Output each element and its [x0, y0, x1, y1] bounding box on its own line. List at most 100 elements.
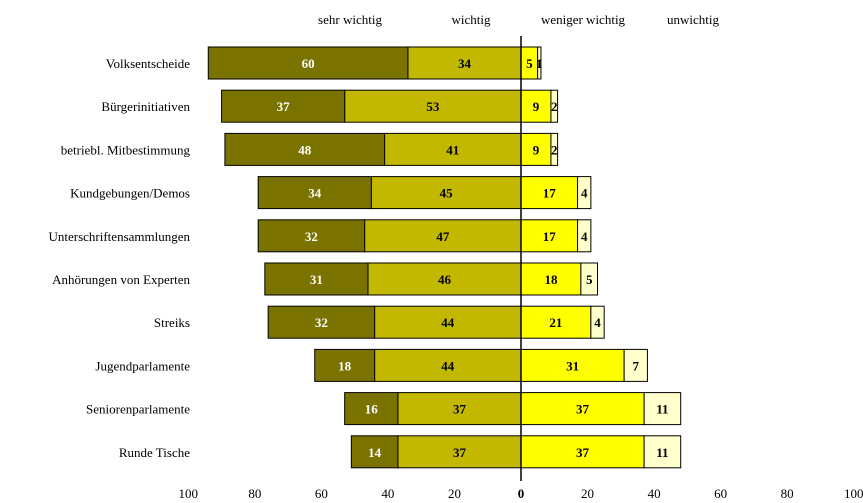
data-label-unwichtig-kundgebungen-demos: 4 [581, 186, 588, 201]
bar-wichtig-volksentscheide [407, 46, 522, 80]
x-tick-label: 20 [581, 486, 594, 501]
x-tick-label: 100 [179, 486, 199, 501]
bar-wichtig-jugendparlamente [374, 348, 522, 382]
bar-sehr-wichtig-jugendparlamente [314, 348, 376, 382]
category-label-runde-tische: Runde Tische [119, 445, 190, 460]
bar-unwichtig-volksentscheide [537, 46, 542, 80]
data-label-weniger-wichtig-jugendparlamente: 31 [566, 358, 579, 373]
data-label-wichtig-kundgebungen-demos: 45 [440, 186, 454, 201]
bar-wichtig-unterschriftensammlungen [364, 219, 522, 253]
bar-sehr-wichtig-seniorenparlamente [344, 392, 399, 426]
category-label-unterschriftensammlungen: Unterschriftensammlungen [48, 229, 190, 244]
bar-wichtig-kundgebungen-demos [370, 176, 522, 210]
data-label-sehr-wichtig-betriebl-mitbestimmung: 48 [298, 142, 312, 157]
data-label-unwichtig-unterschriftensammlungen: 4 [581, 229, 588, 244]
data-label-wichtig-seniorenparlamente: 37 [453, 402, 467, 417]
data-label-unwichtig-anhorungen-von-experten: 5 [586, 272, 593, 287]
bar-weniger-wichtig-anhorungen-von-experten [520, 262, 582, 296]
bar-unwichtig-streiks [590, 305, 605, 339]
data-label-sehr-wichtig-streiks: 32 [315, 315, 328, 330]
x-tick-label: 80 [248, 486, 261, 501]
x-tick-label: 40 [648, 486, 661, 501]
bar-unwichtig-betriebl-mitbestimmung [550, 132, 559, 166]
bar-wichtig-betriebl-mitbestimmung [384, 132, 522, 166]
bar-wichtig-seniorenparlamente [397, 392, 522, 426]
data-label-unwichtig-seniorenparlamente: 11 [656, 402, 668, 417]
data-label-weniger-wichtig-seniorenparlamente: 37 [576, 402, 590, 417]
data-label-weniger-wichtig-unterschriftensammlungen: 17 [543, 229, 557, 244]
data-label-weniger-wichtig-kundgebungen-demos: 17 [543, 186, 557, 201]
bar-unwichtig-unterschriftensammlungen [577, 219, 592, 253]
x-tick-label: 100 [844, 486, 863, 501]
data-label-unwichtig-burgerinitiativen: 2 [551, 99, 558, 114]
bar-wichtig-streiks [374, 305, 522, 339]
category-label-seniorenparlamente: Seniorenparlamente [86, 402, 190, 417]
bar-sehr-wichtig-unterschriftensammlungen [257, 219, 366, 253]
bar-weniger-wichtig-burgerinitiativen [520, 89, 552, 123]
bar-weniger-wichtig-seniorenparlamente [520, 392, 645, 426]
bar-sehr-wichtig-burgerinitiativen [221, 89, 346, 123]
data-label-wichtig-volksentscheide: 34 [458, 56, 472, 71]
category-label-jugendparlamente: Jugendparlamente [95, 358, 190, 373]
bar-sehr-wichtig-runde-tische [350, 435, 399, 469]
data-label-wichtig-betriebl-mitbestimmung: 41 [446, 142, 459, 157]
category-label-betriebl-mitbestimmung: betriebl. Mitbestimmung [61, 142, 191, 157]
data-label-weniger-wichtig-volksentscheide: 5 [526, 56, 533, 71]
bar-weniger-wichtig-betriebl-mitbestimmung [520, 132, 552, 166]
bar-sehr-wichtig-volksentscheide [207, 46, 409, 80]
data-label-unwichtig-volksentscheide: 1 [536, 56, 543, 71]
data-label-wichtig-streiks: 44 [441, 315, 455, 330]
legend-weniger-wichtig: weniger wichtig [541, 12, 626, 27]
data-label-wichtig-jugendparlamente: 44 [441, 358, 455, 373]
data-label-weniger-wichtig-anhorungen-von-experten: 18 [544, 272, 558, 287]
data-label-weniger-wichtig-streiks: 21 [549, 315, 562, 330]
bar-sehr-wichtig-betriebl-mitbestimmung [224, 132, 386, 166]
data-label-wichtig-runde-tische: 37 [453, 445, 467, 460]
data-label-sehr-wichtig-runde-tische: 14 [368, 445, 382, 460]
x-tick-label: 0 [518, 486, 525, 501]
x-tick-label: 60 [714, 486, 727, 501]
x-tick-label: 60 [315, 486, 328, 501]
data-label-sehr-wichtig-anhorungen-von-experten: 31 [310, 272, 323, 287]
bar-weniger-wichtig-unterschriftensammlungen [520, 219, 579, 253]
data-label-sehr-wichtig-volksentscheide: 60 [302, 56, 315, 71]
x-tick-label: 80 [781, 486, 794, 501]
data-label-unwichtig-streiks: 4 [594, 315, 601, 330]
data-label-sehr-wichtig-seniorenparlamente: 16 [365, 402, 379, 417]
data-label-sehr-wichtig-unterschriftensammlungen: 32 [305, 229, 318, 244]
legend-unwichtig: unwichtig [667, 12, 719, 27]
bar-sehr-wichtig-kundgebungen-demos [257, 176, 372, 210]
legend-sehr-wichtig: sehr wichtig [318, 12, 382, 27]
data-label-unwichtig-jugendparlamente: 7 [633, 358, 640, 373]
data-label-unwichtig-betriebl-mitbestimmung: 2 [551, 142, 558, 157]
bar-sehr-wichtig-anhorungen-von-experten [264, 262, 369, 296]
category-label-burgerinitiativen: Bürgerinitiativen [101, 99, 190, 114]
bar-weniger-wichtig-kundgebungen-demos [520, 176, 579, 210]
bar-unwichtig-burgerinitiativen [550, 89, 559, 123]
data-label-weniger-wichtig-burgerinitiativen: 9 [533, 99, 540, 114]
legend-wichtig: wichtig [452, 12, 491, 27]
data-label-sehr-wichtig-jugendparlamente: 18 [338, 358, 352, 373]
data-label-unwichtig-runde-tische: 11 [656, 445, 668, 460]
bar-unwichtig-jugendparlamente [623, 348, 648, 382]
bar-unwichtig-runde-tische [643, 435, 682, 469]
data-label-weniger-wichtig-runde-tische: 37 [576, 445, 590, 460]
data-label-sehr-wichtig-kundgebungen-demos: 34 [308, 186, 322, 201]
category-label-volksentscheide: Volksentscheide [106, 56, 190, 71]
bar-weniger-wichtig-runde-tische [520, 435, 645, 469]
data-label-wichtig-unterschriftensammlungen: 47 [436, 229, 450, 244]
category-label-anhorungen-von-experten: Anhörungen von Experten [52, 272, 190, 287]
x-tick-label: 20 [448, 486, 461, 501]
data-label-weniger-wichtig-betriebl-mitbestimmung: 9 [533, 142, 540, 157]
bar-unwichtig-seniorenparlamente [643, 392, 682, 426]
bar-weniger-wichtig-jugendparlamente [520, 348, 625, 382]
x-tick-label: 40 [381, 486, 394, 501]
category-label-kundgebungen-demos: Kundgebungen/Demos [70, 186, 190, 201]
bar-sehr-wichtig-streiks [267, 305, 376, 339]
bar-wichtig-anhorungen-von-experten [367, 262, 522, 296]
data-label-sehr-wichtig-burgerinitiativen: 37 [277, 99, 291, 114]
bar-unwichtig-anhorungen-von-experten [580, 262, 599, 296]
data-label-wichtig-burgerinitiativen: 53 [426, 99, 440, 114]
category-label-streiks: Streiks [154, 315, 190, 330]
